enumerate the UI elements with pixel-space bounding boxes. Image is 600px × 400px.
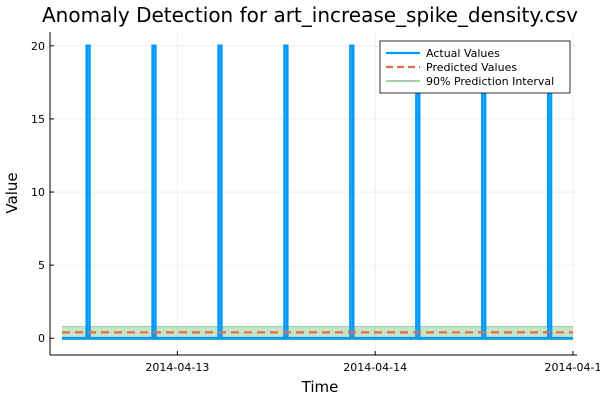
prediction-interval-band [62,326,573,340]
legend-label-predicted: Predicted Values [426,61,517,74]
chart-title: Anomaly Detection for art_increase_spike… [42,3,578,27]
x-tick-label: 2014-04-1 [545,361,600,374]
y-axis-label: Value [3,172,21,213]
y-tick-label: 15 [31,113,45,126]
y-tick-label: 0 [38,332,45,345]
y-tick-label: 20 [31,40,45,53]
legend-label-interval: 90% Prediction Interval [426,75,554,88]
y-tick-label: 5 [38,259,45,272]
ticks: 0 5 10 15 20 2014-04-13 2014-04-14 2014-04-1 [31,40,600,374]
legend-label-actual: Actual Values [426,47,500,60]
y-tick-label: 10 [31,186,45,199]
x-tick-label: 2014-04-14 [343,361,407,374]
series-actual-values [62,44,573,340]
axes [49,32,577,356]
x-tick-label: 2014-04-13 [145,361,209,374]
legend: Actual Values Predicted Values 90% Predi… [379,40,571,94]
plot-area [62,44,573,341]
x-axis-label: Time [301,378,339,396]
